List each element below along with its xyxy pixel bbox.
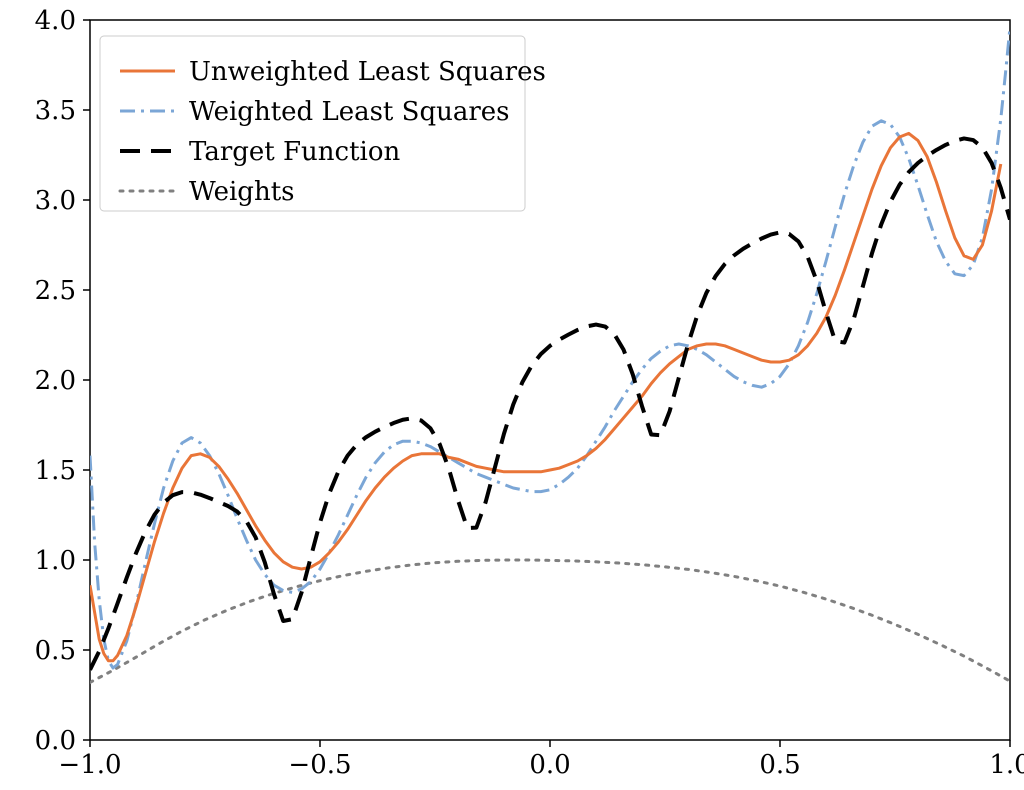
y-tick-label: 2.5 [35, 276, 76, 306]
y-tick-label: 0.0 [35, 726, 76, 756]
chart-container: −1.0−0.50.00.51.00.00.51.01.52.02.53.03.… [0, 0, 1024, 790]
x-tick-label: 0.0 [529, 750, 570, 780]
y-tick-label: 3.0 [35, 186, 76, 216]
x-tick-label: 0.5 [759, 750, 800, 780]
y-tick-label: 3.5 [35, 96, 76, 126]
legend-label-target: Target Function [189, 137, 401, 167]
chart-svg: −1.0−0.50.00.51.00.00.51.01.52.02.53.03.… [0, 0, 1024, 790]
y-tick-label: 4.0 [35, 6, 76, 36]
y-tick-label: 1.5 [35, 456, 76, 486]
legend-label-unweighted: Unweighted Least Squares [189, 57, 546, 87]
x-tick-label: −0.5 [288, 750, 351, 780]
legend-label-weights: Weights [189, 177, 295, 207]
legend: Unweighted Least Squares Weighted Least S… [100, 36, 546, 211]
x-tick-label: 1.0 [989, 750, 1024, 780]
y-tick-label: 1.0 [35, 546, 76, 576]
legend-label-weighted: Weighted Least Squares [189, 97, 510, 127]
y-tick-label: 2.0 [35, 366, 76, 396]
y-tick-label: 0.5 [35, 636, 76, 666]
